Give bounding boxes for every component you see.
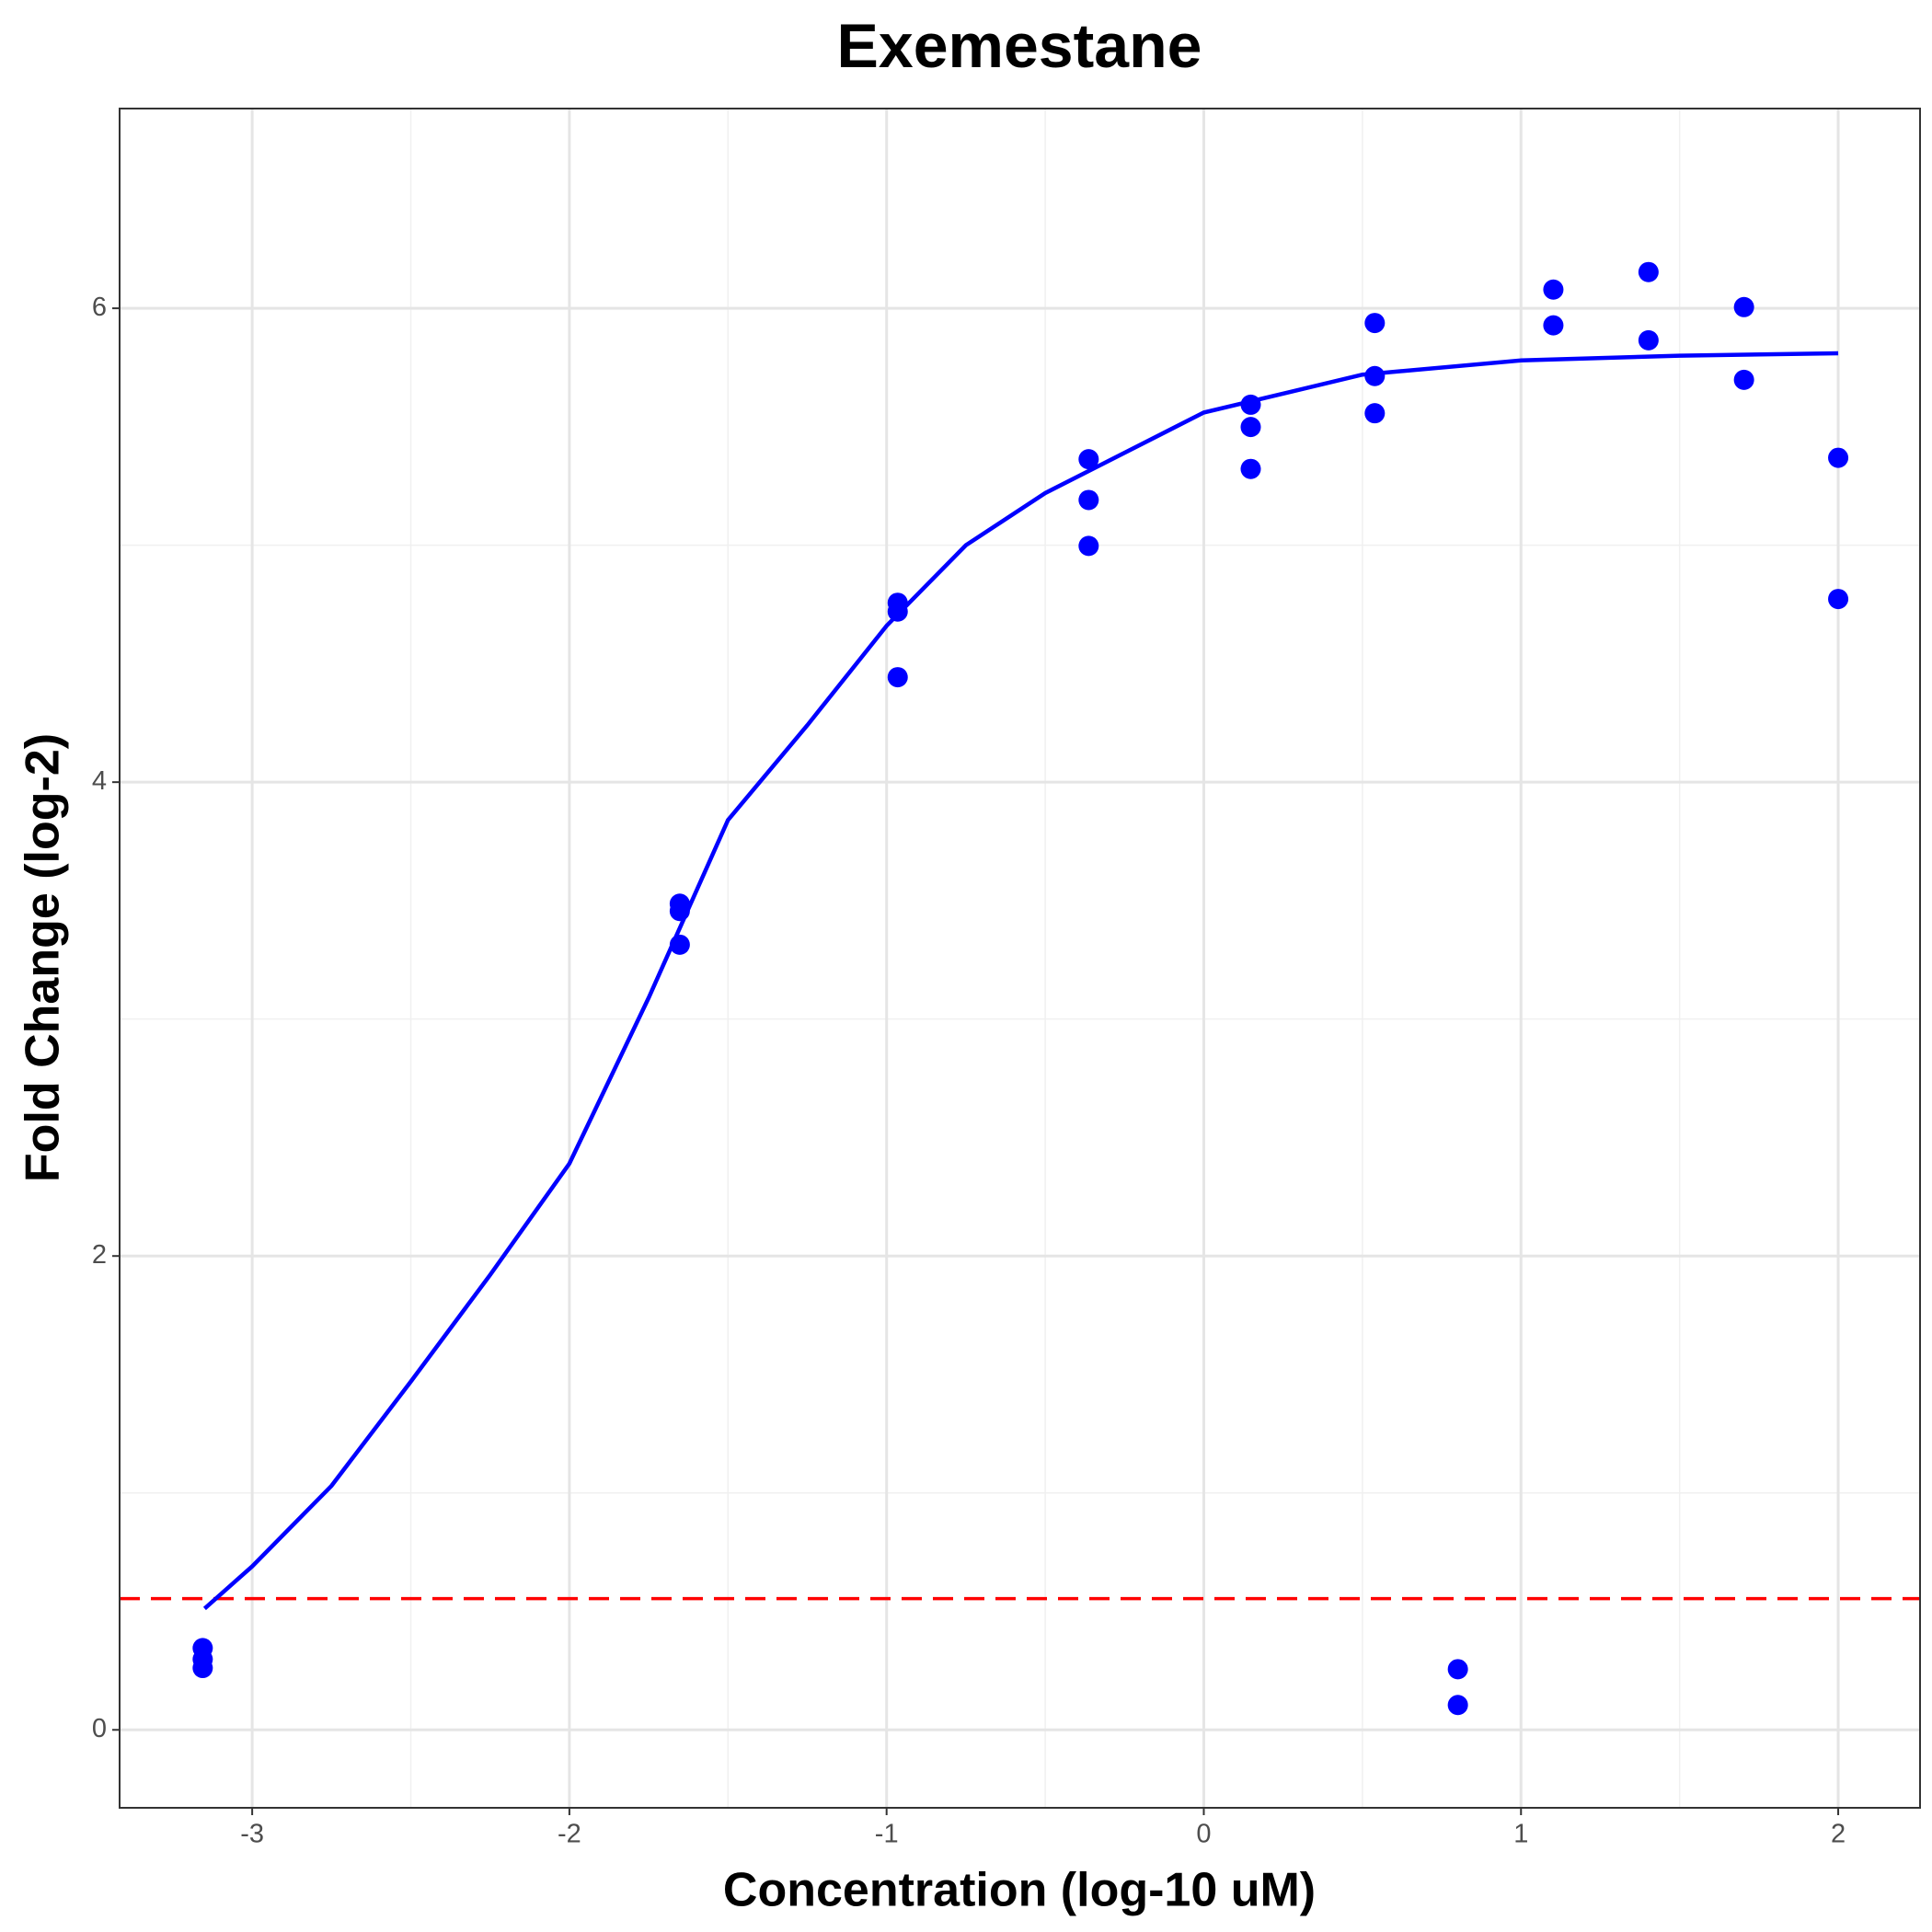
plot-background <box>120 109 1920 1808</box>
x-tick-label: -1 <box>875 1820 899 1849</box>
chart-title: Exemestane <box>837 11 1202 81</box>
y-tick-label: 0 <box>92 1714 107 1743</box>
data-point <box>1364 313 1386 334</box>
data-point <box>1364 403 1386 424</box>
x-tick-label: 0 <box>1196 1820 1211 1849</box>
data-point <box>1447 1659 1468 1680</box>
data-point <box>1543 315 1564 336</box>
data-point <box>1078 449 1099 470</box>
data-point <box>1240 417 1261 438</box>
data-point <box>1638 261 1659 282</box>
data-point <box>887 667 908 688</box>
data-point <box>1733 369 1754 390</box>
data-point <box>1078 535 1099 557</box>
data-point <box>1638 329 1659 351</box>
plot-border <box>119 108 1921 1809</box>
y-tick-label: 2 <box>92 1240 107 1270</box>
data-point <box>1543 279 1564 300</box>
y-tick-label: 6 <box>92 293 107 322</box>
x-tick-label: -2 <box>558 1820 581 1849</box>
data-point <box>1733 296 1754 317</box>
x-axis-label: Concentration (log-10 uM) <box>723 1864 1316 1917</box>
y-axis-label: Fold Change (log-2) <box>17 733 70 1182</box>
data-point <box>192 1658 213 1679</box>
data-point <box>1240 458 1261 479</box>
data-point <box>1828 589 1849 610</box>
x-tick-label: 1 <box>1513 1820 1528 1849</box>
x-tick-label: -3 <box>240 1820 264 1849</box>
x-tick-label: 2 <box>1831 1820 1846 1849</box>
data-point <box>1828 447 1849 468</box>
data-point <box>1447 1695 1468 1716</box>
data-point <box>1078 489 1099 511</box>
fit-curve <box>202 351 1839 1611</box>
y-tick-label: 4 <box>92 766 107 796</box>
